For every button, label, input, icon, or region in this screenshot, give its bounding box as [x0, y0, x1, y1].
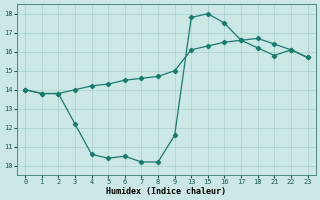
X-axis label: Humidex (Indice chaleur): Humidex (Indice chaleur): [106, 187, 226, 196]
